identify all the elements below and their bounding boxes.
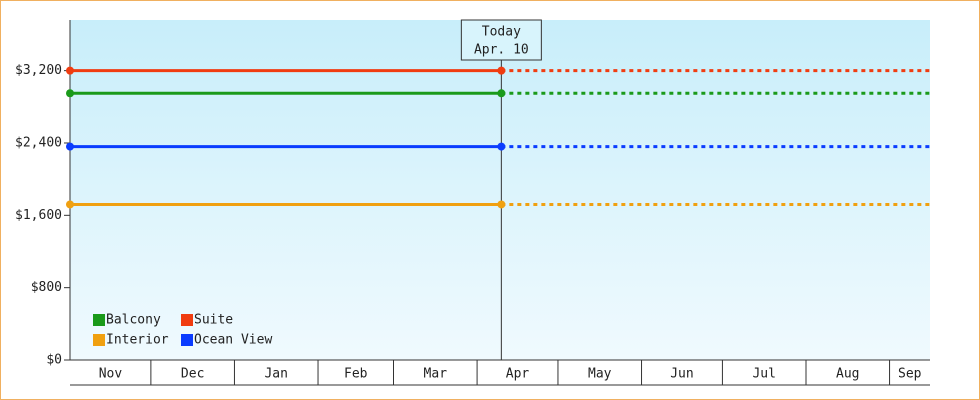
x-tick-label: Jul: [752, 367, 775, 382]
x-tick-label: Dec: [181, 367, 204, 382]
legend-label: Suite: [194, 313, 233, 328]
point: [497, 142, 506, 151]
today-box: [460, 19, 542, 61]
point: [497, 66, 506, 75]
point: [66, 89, 74, 98]
point: [497, 200, 506, 209]
x-tick-label: Sep: [898, 367, 922, 382]
legend-swatch: [93, 314, 105, 326]
point: [66, 200, 74, 209]
today-label: Apr. 10: [474, 43, 529, 58]
y-tick-label: $800: [31, 280, 62, 295]
y-tick-label: $1,600: [15, 208, 62, 223]
legend-swatch: [93, 334, 105, 346]
y-tick-label: $3,200: [15, 63, 62, 78]
legend-label: Interior: [106, 333, 169, 348]
y-tick-label: $0: [46, 353, 62, 368]
x-tick-label: Nov: [99, 367, 123, 382]
x-tick-label: Feb: [344, 367, 368, 382]
x-tick-label: Jan: [264, 367, 287, 382]
x-tick-label: May: [588, 367, 612, 382]
legend-label: Ocean View: [194, 333, 272, 348]
x-tick-label: Aug: [836, 367, 859, 382]
point: [497, 89, 506, 98]
plot-area: [70, 20, 930, 360]
legend-swatch: [181, 334, 193, 346]
legend-swatch: [181, 314, 193, 326]
y-tick-label: $2,400: [15, 135, 62, 150]
x-tick-label: Mar: [424, 367, 448, 382]
legend-label: Balcony: [106, 313, 161, 328]
x-tick-label: Apr: [506, 367, 530, 382]
point: [66, 66, 74, 75]
x-tick-label: Jun: [670, 367, 693, 382]
point: [66, 142, 74, 151]
today-label: Today: [482, 25, 521, 40]
